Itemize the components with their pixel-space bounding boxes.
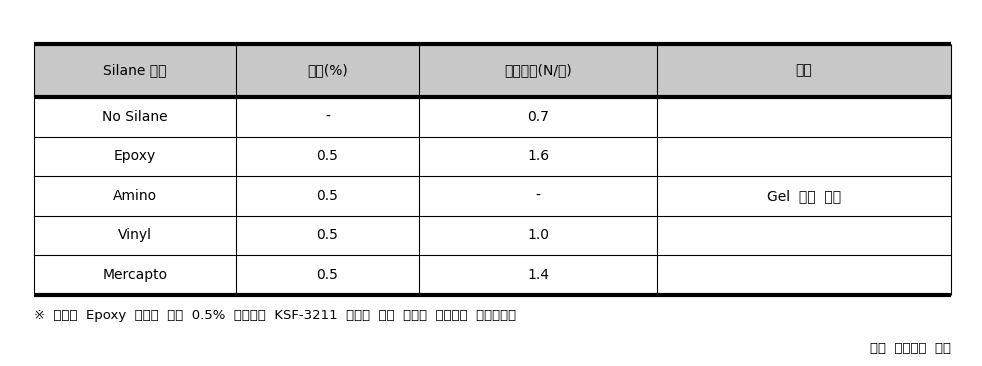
Bar: [34, 216, 236, 255]
Bar: [419, 255, 657, 295]
Text: 1.0: 1.0: [527, 228, 549, 242]
Text: 0.7: 0.7: [527, 110, 549, 124]
Bar: [34, 176, 236, 216]
Text: -: -: [536, 189, 541, 203]
Text: 0.5: 0.5: [316, 189, 339, 203]
Bar: [657, 97, 951, 137]
Text: 비고: 비고: [795, 63, 812, 78]
Bar: [657, 44, 951, 97]
Bar: [419, 137, 657, 176]
Text: 0.5: 0.5: [316, 228, 339, 242]
Bar: [34, 44, 236, 97]
Bar: [236, 255, 419, 295]
Bar: [34, 137, 236, 176]
Text: -: -: [325, 110, 330, 124]
Text: Vinyl: Vinyl: [118, 228, 152, 242]
Text: 함량(%): 함량(%): [307, 63, 348, 78]
Bar: [34, 255, 236, 295]
Bar: [236, 176, 419, 216]
Bar: [419, 216, 657, 255]
Bar: [657, 255, 951, 295]
Bar: [657, 176, 951, 216]
Text: ※  수용성  Epoxy  하도에  실란  0.5%  투입하여  KSF-3211  건설용  도막  방수제  부착성능  평가기준에: ※ 수용성 Epoxy 하도에 실란 0.5% 투입하여 KSF-3211 건설…: [34, 309, 517, 322]
Bar: [419, 97, 657, 137]
Bar: [657, 216, 951, 255]
Text: Silane 종류: Silane 종류: [103, 63, 167, 78]
Text: 따라  부착강도  측정: 따라 부착강도 측정: [870, 342, 951, 355]
Bar: [34, 97, 236, 137]
Bar: [236, 137, 419, 176]
Text: Gel  현상  발생: Gel 현상 발생: [767, 189, 841, 203]
Text: 0.5: 0.5: [316, 268, 339, 282]
Text: 1.4: 1.4: [527, 268, 549, 282]
Text: 1.6: 1.6: [527, 149, 549, 163]
Text: 0.5: 0.5: [316, 149, 339, 163]
Bar: [236, 97, 419, 137]
Text: 부착강도(N/㎡): 부착강도(N/㎡): [505, 63, 573, 78]
Bar: [419, 176, 657, 216]
Text: Epoxy: Epoxy: [114, 149, 156, 163]
Bar: [657, 137, 951, 176]
Bar: [419, 44, 657, 97]
Text: No Silane: No Silane: [102, 110, 168, 124]
Bar: [236, 44, 419, 97]
Bar: [236, 216, 419, 255]
Text: Amino: Amino: [113, 189, 157, 203]
Text: Mercapto: Mercapto: [102, 268, 168, 282]
